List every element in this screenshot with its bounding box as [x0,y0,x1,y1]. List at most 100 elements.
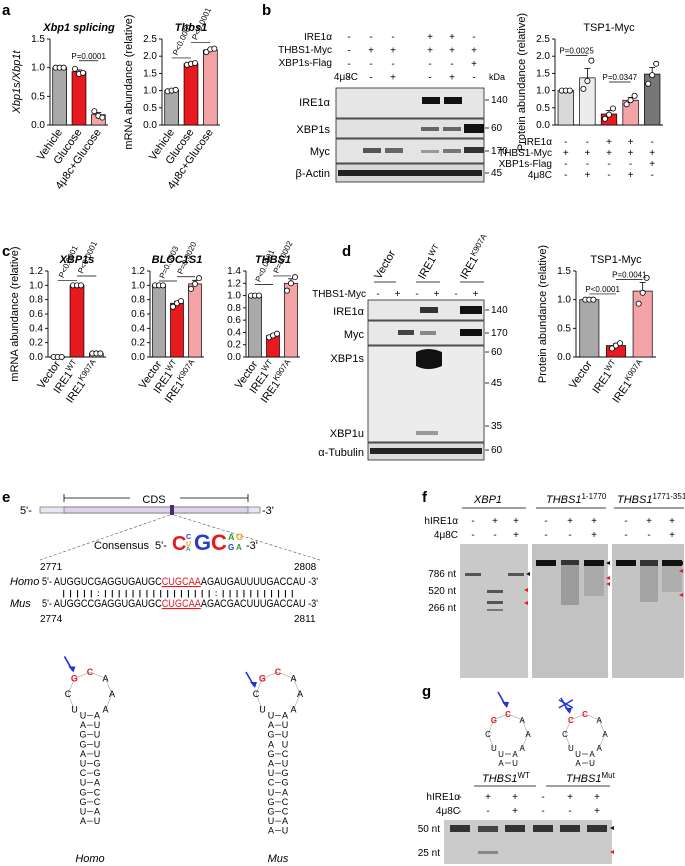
y-tick-label: 0.5 [31,91,45,102]
blot-d-band-label-xbp1u: XBP1u [330,428,364,440]
backbone [564,733,572,749]
svg-text:A: A [186,547,191,553]
arrow [610,850,614,854]
bar [557,90,574,126]
nucleotide: A [519,716,525,725]
panel-label-e: e [2,489,10,506]
blot-b-kda-60: 60 [491,123,503,134]
band [662,560,682,566]
smear [561,565,579,605]
y-tick-label: 0.6 [29,309,43,320]
nucleotide: U [71,705,78,715]
backbone [570,713,586,721]
band [508,573,524,576]
band [533,825,553,832]
band [464,124,484,133]
backbone [89,671,106,679]
nucleotide: C [582,710,588,719]
gel-f-sign: + [669,530,675,541]
blot-d-kda-35: 35 [491,421,503,432]
nucleotide: A [268,826,274,836]
backbone [564,719,572,735]
gel-g-sign: - [458,806,461,817]
blot-b-sign: + [427,46,433,57]
data-point [631,92,638,99]
condition-sign: - [564,170,567,181]
gel-g-marker-25: 25 nt [418,848,440,859]
chart-xbp1-splicing: Xbp1 splicingXbp1s/Xbp1t0.00.51.01.5Vehi… [11,22,115,192]
y-tick-label: 0.5 [557,323,571,334]
nucleotide: A [291,673,297,683]
panel-e: CDS 5'- -3' Consensus 5'- C C U A G C A … [10,494,321,865]
data-point [623,101,630,108]
y-tick-label: 0.8 [131,295,145,306]
blot-d-kda-60b: 60 [491,445,503,456]
nucleotide: A [268,739,274,749]
nucleotide: U [498,750,504,759]
condition-sign: - [586,159,589,170]
nucleotide: U [491,744,497,753]
svg-text:C: C [186,534,191,541]
blot-d-kda-45: 45 [491,378,503,389]
y-tick-label: 0.2 [227,340,241,351]
y-tick-label: 0.2 [131,338,145,349]
nucleotide: U [268,711,275,721]
chart-thbs1: THBS10.00.20.40.60.81.01.21.4VectorIRE1W… [227,239,300,405]
nucleotide: A [498,759,504,768]
blot-b-band-label-myc: Myc [310,146,331,158]
blot-d-row-thbs1: THBS1-Myc [312,289,366,300]
nucleotide: U [268,787,275,797]
y-tick-label: 0.8 [29,295,43,306]
panel-f: XBP1 THBS11-1770 THBS11771-3510 hIRE1α 4… [424,492,685,678]
gel-f-sign: - [647,530,650,541]
data-point [645,80,652,87]
bar [248,295,262,358]
blot-b-sign: + [427,32,433,43]
nucleotide: G [93,759,100,769]
band [640,560,658,566]
y-tick-label: 1.0 [143,86,157,97]
gel-f-sign: - [544,530,547,541]
blot-b-row-4u8c: 4μ8C [334,72,358,83]
gel-f-sign: + [513,516,519,527]
gel-g-row-hire1a: hIRE1α [426,792,460,803]
nucleotide: U [512,759,518,768]
backbone [598,733,606,749]
bar [52,67,67,126]
data-point [273,330,280,337]
y-axis-label: mRNA abundance (relative) [123,14,135,149]
blot-b-sign: + [449,32,455,43]
bar [164,90,179,126]
blot-b-sign: + [390,46,396,57]
blot-b-sign: + [471,46,477,57]
panel-label-f: f [422,489,428,506]
nucleotide: A [268,720,274,730]
gel-f-sign: - [624,530,627,541]
nucleotide: U [94,730,101,740]
nucleotide: A [282,787,288,797]
data-point [172,86,179,93]
gel-g-sign: + [512,806,518,817]
bar [69,284,85,358]
y-tick-label: 1.4 [227,266,241,277]
pos-2811: 2811 [294,614,316,625]
y-tick-label: 0.4 [29,323,43,334]
p-value: P=0.0025 [559,47,594,56]
backbone [67,678,75,695]
band [460,306,482,314]
nucleotide: C [568,716,574,725]
y-tick-label: 0.0 [29,352,43,363]
blot-b-sign: - [369,59,372,70]
blot-b-kda-45: 45 [491,168,503,179]
data-point [97,350,104,357]
gel-f-group-xbp1: XBP1 [473,494,502,506]
blot-b-row-ire1a: IRE1α [304,32,332,43]
nucleotide: C [65,689,72,699]
data-point [287,280,294,287]
nucleotide: U [268,816,275,826]
nucleotide: U [282,826,289,836]
blot-b-band-label-ire1a: IRE1α [299,97,330,109]
nucleotide: A [297,689,303,699]
nucleotide: A [103,673,109,683]
